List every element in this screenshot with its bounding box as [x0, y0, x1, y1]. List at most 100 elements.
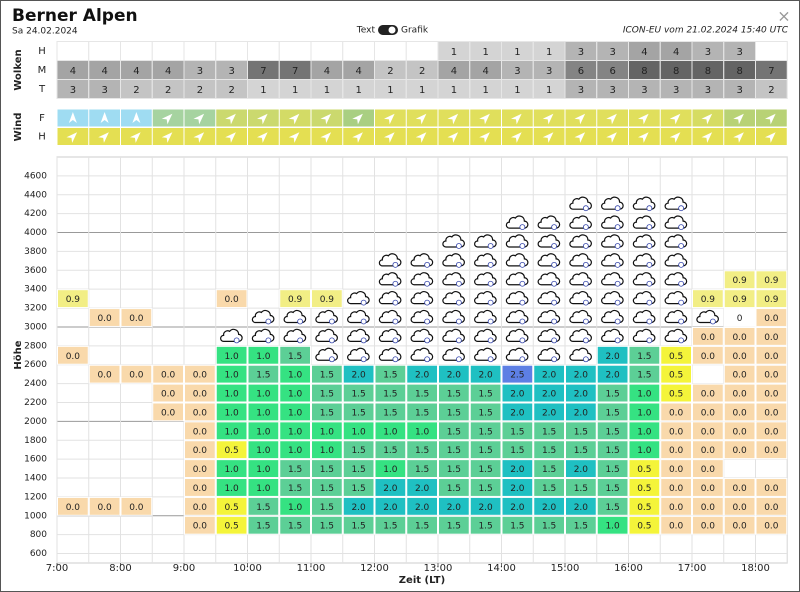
thermal-value: 2.0 — [574, 371, 589, 381]
thermal-cell — [374, 496, 407, 516]
cloud-icon — [474, 234, 497, 249]
thermal-value: 1.0 — [256, 484, 271, 494]
thermal-cell — [501, 515, 534, 535]
thermal-value: 0.0 — [764, 390, 779, 400]
thermal-cell — [57, 496, 89, 516]
cloud-dot — [678, 205, 685, 212]
cloud-icon — [601, 272, 624, 287]
cloud-dot — [614, 280, 621, 287]
thermal-value: 0 — [737, 314, 743, 324]
close-button[interactable]: × — [777, 7, 790, 26]
thermal-cell — [755, 289, 788, 309]
thermal-cell — [406, 383, 438, 403]
cloud-icon — [569, 215, 592, 230]
thermal-cell — [596, 421, 629, 441]
cloud-value: 4 — [133, 66, 139, 77]
cloud-value: 3 — [514, 66, 520, 77]
cloud-icon — [378, 272, 402, 287]
cloud-cell-bg — [56, 41, 90, 61]
cloud-dot — [582, 224, 589, 230]
cloud-dot — [551, 243, 558, 249]
thermal-value: 1.0 — [224, 484, 239, 494]
cloud-icon — [664, 328, 688, 344]
thermal-value: 0.0 — [669, 503, 684, 513]
altitude-label: Höhe — [13, 340, 24, 369]
cloud-cell — [565, 80, 597, 98]
cloud-icon — [537, 234, 561, 249]
thermal-cell — [279, 289, 311, 309]
cloud-dot — [297, 337, 304, 344]
thermal-cell — [533, 421, 565, 441]
cloud-dot — [678, 261, 685, 268]
cloud-value: 3 — [578, 47, 584, 58]
wind-arrow — [415, 132, 427, 143]
x-tick-label: 15:00 — [551, 563, 580, 574]
thermal-value: 1.5 — [320, 408, 334, 418]
toggle-graphic[interactable]: Grafik — [401, 26, 429, 36]
thermal-cell — [565, 421, 597, 441]
thermal-cell — [311, 459, 343, 479]
thermal-cell — [342, 440, 375, 460]
cloud-cell — [406, 80, 438, 98]
cloud-cell — [279, 80, 311, 98]
toggle-text[interactable]: Text — [356, 26, 376, 36]
thermal-value: 1.0 — [288, 446, 303, 456]
thermal-cell — [120, 364, 153, 384]
cloud-icon — [569, 196, 592, 212]
cloud-value: 3 — [673, 85, 679, 96]
cloud-dot — [519, 337, 526, 344]
thermal-cell — [184, 421, 216, 441]
thermal-value: 0.0 — [732, 446, 747, 456]
cloud-dot — [392, 337, 399, 344]
thermal-cell — [406, 440, 438, 460]
thermal-value: 1.0 — [224, 408, 239, 418]
cloud-icon — [410, 328, 434, 344]
cloud-icon — [378, 309, 402, 325]
thermal-cell — [533, 459, 565, 479]
thermal-cell — [247, 364, 280, 384]
cloud-icon — [664, 291, 688, 306]
thermal-value: 2.0 — [447, 503, 462, 513]
thermal-cell — [152, 402, 184, 422]
thermal-value: 1.0 — [224, 390, 239, 400]
thermal-value: 0.5 — [224, 522, 238, 532]
thermal-cell — [311, 440, 343, 460]
cloud-value: 3 — [609, 85, 615, 96]
thermal-value: 1.5 — [478, 522, 492, 532]
thermal-cell — [469, 364, 502, 384]
thermal-cell — [247, 383, 280, 403]
thermal-cell — [247, 515, 280, 535]
thermal-value: 0.5 — [637, 503, 651, 513]
cloud-icon — [569, 291, 592, 306]
cloud-value: 1 — [482, 85, 488, 96]
thermal-cell — [374, 515, 407, 535]
cloud-dot — [582, 261, 589, 268]
wind-arrow — [479, 113, 490, 125]
cloud-cell — [152, 61, 184, 79]
cloud-icon — [569, 272, 592, 287]
thermal-cell — [438, 402, 470, 422]
cloud-dot — [614, 261, 621, 268]
wind-arrow — [66, 132, 78, 143]
cloud-icon — [664, 309, 688, 325]
cloud-icon — [442, 309, 465, 325]
x-tick-label: 10:00 — [233, 563, 262, 574]
thermal-value: 1.5 — [383, 408, 397, 418]
thermal-cell — [596, 383, 629, 403]
thermal-value: 1.5 — [574, 484, 588, 494]
thermal-cell — [469, 459, 502, 479]
cloud-dot — [614, 299, 621, 306]
thermal-value: 1.0 — [320, 427, 335, 437]
thermal-value: 1.0 — [415, 427, 430, 437]
cloud-icon — [696, 309, 719, 325]
thermal-cell — [279, 383, 311, 403]
thermal-cell — [723, 270, 756, 290]
cloud-dot — [360, 299, 367, 306]
thermal-cell — [692, 440, 724, 460]
thermal-value: 1.5 — [605, 465, 619, 475]
title: Berner Alpen — [12, 6, 138, 26]
cloud-cell-bg — [151, 41, 185, 61]
cloud-dot — [614, 337, 621, 344]
thermal-value: 0.0 — [701, 446, 716, 456]
thermal-value: 0.0 — [732, 522, 747, 532]
